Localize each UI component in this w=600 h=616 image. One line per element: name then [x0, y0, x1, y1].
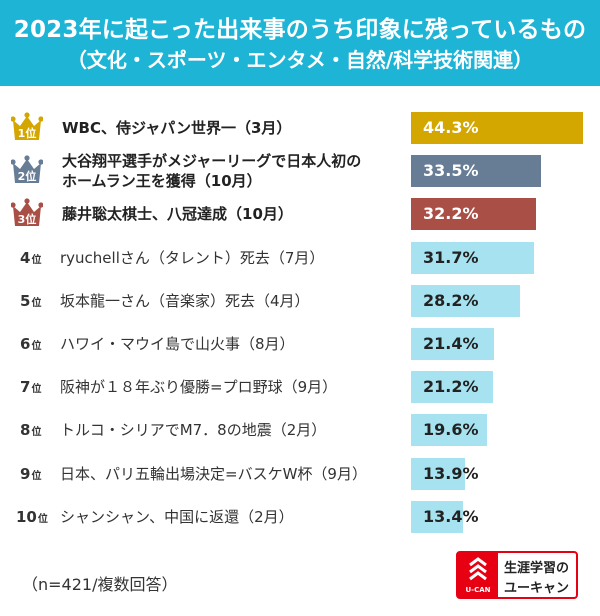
chart-subtitle: （文化・スポーツ・エンタメ・自然/科学技術関連） [66, 48, 534, 72]
rank-label: 7位 [20, 378, 41, 396]
item-label: 坂本龍一さん（音楽家）死去（4月） [60, 291, 310, 310]
crown-rank-1-icon: 1位 [11, 112, 43, 140]
bar [411, 328, 495, 360]
rank-suffix: 位 [31, 427, 42, 439]
rank-number: 5 [20, 291, 31, 310]
item-label: WBC、侍ジャパン世界一（3月） [62, 119, 292, 137]
item-label: 大谷翔平選手がメジャーリーグで日本人初の ホームラン王を獲得（10月） [62, 152, 362, 191]
item-label: 藤井聡太棋士、八冠達成（10月） [62, 205, 293, 224]
rank-number: 2位 [18, 169, 37, 183]
bar [411, 198, 537, 231]
bar [411, 112, 583, 144]
ucan-logo-line1: 生涯学習の [504, 561, 570, 576]
ucan-logo-brand: U-CAN [465, 586, 491, 594]
item-label: 日本、パリ五輪出場決定=バスケW杯（9月） [60, 464, 367, 483]
rank-number: 9 [20, 464, 31, 483]
chart-header: 2023年に起こった出来事のうち印象に残っているもの （文化・スポーツ・エンタメ… [0, 0, 600, 86]
rank-number: 4 [20, 248, 31, 267]
bar-value: 19.6% [423, 420, 479, 440]
rank-label: 9位 [20, 465, 41, 483]
crown-rank-2-icon: 2位 [11, 155, 43, 184]
bar [411, 241, 535, 274]
bar-value: 13.9% [423, 463, 479, 483]
rank-suffix: 位 [37, 513, 48, 525]
item-label: ハワイ・マウイ島で山火事（8月） [60, 335, 295, 353]
bar-value: 44.3% [423, 118, 479, 137]
rank-suffix: 位 [31, 297, 42, 309]
bar-value: 33.5% [423, 161, 479, 181]
bar [411, 371, 494, 404]
rank-suffix: 位 [31, 470, 42, 482]
item-label: シャンシャン、中国に返還（2月） [60, 507, 294, 526]
rank-number: 10 [16, 507, 37, 526]
rank-number: 8 [20, 421, 31, 440]
rank-label: 4位 [20, 249, 41, 267]
ucan-emblem-icon [469, 557, 487, 581]
bar-value: 32.2% [423, 204, 479, 224]
bar-value: 21.4% [423, 334, 479, 353]
sample-note: （n=421/複数回答） [22, 575, 178, 594]
rank-number: 3位 [18, 212, 37, 226]
bar [411, 457, 465, 490]
crown-rank-3-icon: 3位 [11, 198, 43, 227]
ucan-logo-mark: U-CAN [458, 553, 498, 597]
chart-title: 2023年に起こった出来事のうち印象に残っているもの [13, 17, 587, 43]
item-label: トルコ・シリアでM7．8の地震（2月） [60, 421, 327, 440]
bar-value: 31.7% [423, 247, 479, 267]
bar [411, 414, 488, 447]
item-label: ryuchellさん（タレント）死去（7月） [60, 248, 325, 267]
rank-number: 6 [20, 335, 31, 353]
rank-label: 10位 [16, 508, 48, 526]
rank-suffix: 位 [31, 384, 42, 396]
bar-value: 13.4% [423, 506, 479, 526]
item-label: 阪神が１８年ぶり優勝=プロ野球（9月） [60, 378, 338, 397]
bar [411, 284, 521, 317]
ucan-logo[interactable]: U-CAN 生涯学習の ユーキャン [456, 551, 578, 599]
bar [411, 500, 464, 533]
rank-suffix: 位 [31, 341, 42, 352]
rank-label: 5位 [20, 292, 41, 310]
ucan-logo-line2: ユーキャン [504, 581, 570, 596]
bar-value: 28.2% [423, 290, 479, 310]
rank-label: 8位 [20, 421, 41, 439]
rank-number: 7 [20, 378, 31, 397]
rank-number: 1位 [18, 126, 37, 140]
rank-label: 6位 [20, 335, 41, 353]
rank-suffix: 位 [31, 254, 42, 266]
bar-value: 21.2% [423, 377, 479, 397]
bar [411, 155, 542, 188]
